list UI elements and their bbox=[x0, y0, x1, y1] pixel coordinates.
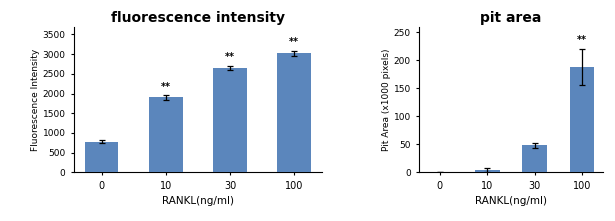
Title: fluorescence intensity: fluorescence intensity bbox=[111, 11, 285, 25]
Bar bbox=[475, 170, 499, 172]
Bar bbox=[277, 53, 311, 172]
X-axis label: RANKL(ng/ml): RANKL(ng/ml) bbox=[162, 196, 234, 206]
Bar bbox=[213, 68, 247, 172]
Y-axis label: Fluorescence Intensity: Fluorescence Intensity bbox=[31, 48, 40, 151]
Bar bbox=[522, 145, 547, 172]
Text: **: ** bbox=[577, 35, 587, 45]
Y-axis label: Pit Area (x1000 pixels): Pit Area (x1000 pixels) bbox=[382, 48, 391, 151]
Bar bbox=[569, 67, 594, 172]
Text: **: ** bbox=[161, 82, 171, 92]
Text: **: ** bbox=[225, 52, 235, 62]
Title: pit area: pit area bbox=[480, 11, 542, 25]
Text: **: ** bbox=[289, 37, 299, 47]
X-axis label: RANKL(ng/ml): RANKL(ng/ml) bbox=[475, 196, 547, 206]
Bar bbox=[149, 97, 183, 172]
Bar bbox=[85, 142, 119, 172]
